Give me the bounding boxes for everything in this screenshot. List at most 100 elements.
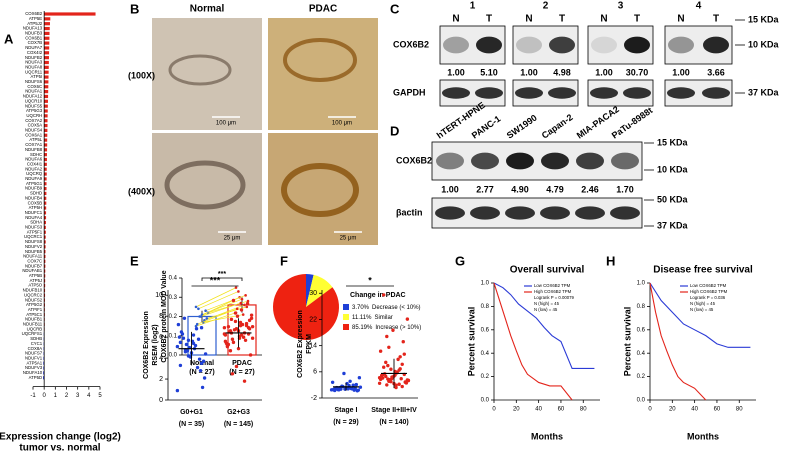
row-label: COX6B2 [393,39,429,49]
blot [439,25,506,65]
bar [44,225,46,229]
x-tick-label: 20 [513,407,520,413]
dot [238,320,243,325]
dot [181,336,186,340]
bar [44,274,46,278]
y-tick-label: -2 [311,395,317,402]
gene-label: COX7C [27,258,42,263]
y-tick-label: 30 [309,290,317,297]
ratio: 4.90 [511,184,529,194]
y-tick-label: 0.0 [169,353,178,359]
bar [44,17,51,21]
significance: * [368,275,372,285]
pie-slice [306,274,314,307]
significance: *** [210,275,221,285]
bar [44,264,46,268]
bar [44,85,49,89]
band [541,152,569,170]
dot [222,326,227,330]
dot [245,301,250,306]
legend-label: Low COX6B2 TPM [534,283,571,288]
dot [176,322,181,327]
gene-label: UQCRB [27,326,43,331]
bar [44,153,47,157]
group-size: (N = 27) [189,369,214,376]
bar [44,245,46,249]
lane-t: T [486,14,492,25]
legend-swatch [343,324,349,330]
bar [44,293,46,297]
dot [191,333,196,337]
band [442,87,470,99]
bar [43,366,45,370]
legend-value: 11.11% [352,315,372,321]
ratio: 5.10 [480,67,498,77]
pair-line [198,291,239,310]
x-tick-label: 40 [691,407,698,413]
dot [200,313,204,316]
dot [389,367,393,371]
y-tick-label: 0.3 [169,295,178,301]
band [610,206,640,220]
dot [350,387,354,391]
gene-label: NDUFB3 [25,31,43,36]
dot [203,352,208,356]
y-axis-label: Percent survival [622,307,632,377]
ratio: 3.66 [707,67,725,77]
bar [44,288,46,293]
panel-letter: F [280,253,288,268]
gene-label: UQCR11 [25,69,43,74]
legend-label: Increase (> 10%) [375,325,421,331]
cell-line: Capan-2 [540,112,575,141]
ratio: 30.70 [626,67,649,77]
dot [177,335,182,339]
ratio: 1.00 [447,67,465,77]
band [548,87,576,99]
dot [391,328,395,332]
pair-line [195,312,237,327]
bar [44,133,48,137]
y-tick-label: 0.2 [637,374,646,380]
ratio: 1.00 [520,67,538,77]
gene-label: NDUFV3 [25,365,43,370]
dot [401,340,405,344]
dot [194,324,198,328]
x-tick-label: 80 [736,407,743,413]
column-label: Normal [190,4,225,15]
dot [186,338,191,342]
bar [44,157,47,162]
gene-label: COX6B2 [25,11,43,16]
bar [44,119,48,123]
gene-label: UQCRFS1 [22,331,43,336]
pair-line [200,302,241,317]
survival-curve [649,282,751,348]
legend-label: High COX6B2 TPM [690,289,728,294]
dot [331,387,336,392]
gene-label: COX4I1 [27,161,43,166]
gene-label: NDUFV2 [25,244,43,249]
gene-label: ATP5E [29,16,42,21]
dot [201,359,206,363]
bar [44,138,48,142]
dot [377,381,382,385]
legend-item: 85.19% Increase (> 10%) [352,325,421,331]
gene-label: UQCR10 [25,98,43,103]
gene-label: COX4I2 [27,50,43,55]
gene-label: NDUFB11 [23,322,43,327]
dot [378,377,383,382]
lane-n: N [452,14,459,25]
bar [44,104,48,108]
legend-item: 3.70% Decrease (< 10%) [352,305,421,311]
gene-label: COX6B1 [25,35,43,40]
bar [44,269,46,273]
group-size: (N = 35) [179,421,204,428]
dot [382,293,386,297]
bar [44,220,46,225]
dot [234,327,239,331]
gene-label: NDUFA10 [23,370,43,375]
scale-bar-label: 25 μm [340,236,357,242]
band [703,36,729,54]
bar [44,201,47,205]
band [443,36,469,54]
x-axis-label: tumor vs. normal [19,443,100,452]
